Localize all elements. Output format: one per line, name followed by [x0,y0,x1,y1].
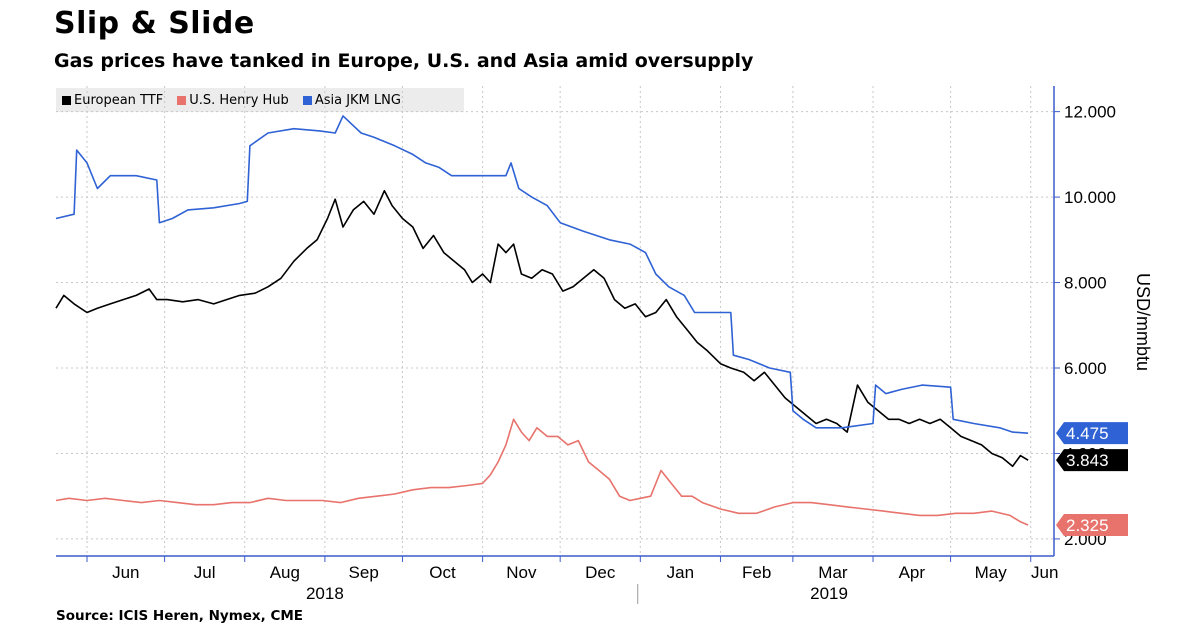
x-tick-label: Oct [429,563,456,582]
x-tick-label: Dec [585,563,616,582]
y-tick-label: 12.000 [1064,103,1116,122]
badge-value: 4.475 [1066,424,1109,443]
legend: European TTF U.S. Henry Hub Asia JKM LNG [56,88,464,112]
series-line-asia-jkm-lng [55,115,1029,434]
legend-swatch-jkm-lng [302,95,312,105]
x-tick-label: Jul [194,563,216,582]
badge-background [1056,514,1128,537]
x-tick-label: Aug [270,563,300,582]
last-value-badge-u-s-henry-hub: 2.325 [1056,514,1128,537]
chart-subtitle: Gas prices have tanked in Europe, U.S. a… [54,50,754,72]
x-tick-label: Sep [349,563,379,582]
badge-background [1056,449,1128,472]
grid-layer [56,86,1054,556]
y-tick-label: 6.000 [1064,359,1107,378]
series-layer [55,115,1029,526]
legend-label-henry-hub: U.S. Henry Hub [189,92,289,108]
legend-item-henry-hub: U.S. Henry Hub [177,93,289,108]
badge-layer: 3.843 2.325 4.475 [1056,422,1128,537]
legend-item-jkm-lng: Asia JKM LNG [302,92,401,108]
year-label: 2019 [810,584,848,603]
legend-item-european-ttf: European TTF [62,93,163,108]
badge-value: 3.843 [1066,451,1109,470]
badge-value: 2.325 [1066,516,1109,535]
x-tick-label: Apr [899,563,926,582]
last-value-badge-european-ttf: 3.843 [1056,449,1128,472]
x-tick-label: May [975,563,1008,582]
source-note: Source: ICIS Heren, Nymex, CME [56,608,304,624]
series-line-u-s-henry-hub [55,418,1029,526]
x-tick-label: Feb [742,563,771,582]
y-axis-label: USD/mmbtu [1133,273,1153,371]
x-tick-label: Mar [818,563,848,582]
x-tick-label: Jan [667,563,694,582]
x-tick-label: Jun [1031,563,1058,582]
x-tick-label: Nov [506,563,537,582]
legend-label-european-ttf: European TTF [74,92,164,108]
x-tick-label: Jun [112,563,139,582]
y-tick-label: 8.000 [1064,274,1107,293]
chart-title: Slip & Slide [54,6,255,41]
series-line-european-ttf [55,189,1029,468]
year-label: 2018 [306,584,344,603]
badge-background [1056,422,1128,445]
legend-label-jkm-lng: Asia JKM LNG [314,92,401,108]
legend-swatch-european-ttf [62,95,71,105]
y-tick-label: 10.000 [1064,188,1116,207]
last-value-badge-asia-jkm-lng: 4.475 [1056,422,1128,445]
legend-swatch-henry-hub [177,95,187,105]
axis-layer: 2.0004.0006.0008.00010.00012.000JunJulAu… [56,86,1116,604]
